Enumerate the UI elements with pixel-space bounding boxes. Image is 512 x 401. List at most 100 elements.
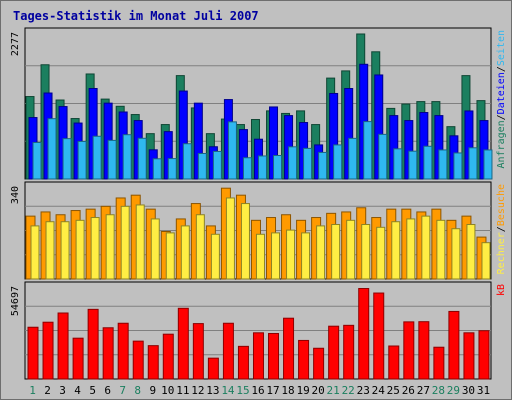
bar-kb-day-20 (313, 347, 325, 380)
bar-seiten-day-17 (273, 155, 283, 180)
bar-rechner-day-10 (165, 232, 175, 280)
bar-rechner-day-16 (255, 233, 265, 280)
y-max-label: 2277 (10, 32, 21, 56)
day-label-17: 17 (266, 384, 279, 397)
bar-seiten-day-3 (62, 138, 72, 180)
bar-kb-day-29 (448, 310, 460, 380)
bar-kb-day-11 (177, 307, 189, 380)
bar-kb-day-6 (102, 327, 114, 380)
series-legend: Anfragen/Dateien/Seiten (496, 30, 507, 169)
day-label-23: 23 (357, 384, 370, 397)
day-label-10: 10 (161, 384, 174, 397)
bar-rechner-day-30 (466, 224, 476, 280)
bar-kb-day-27 (418, 321, 430, 380)
bar-kb-day-23 (358, 288, 370, 380)
bar-kb-day-30 (463, 332, 475, 380)
bar-rechner-day-12 (195, 214, 205, 280)
bar-kb-day-18 (283, 317, 295, 380)
bar-rechner-day-1 (30, 225, 40, 280)
bar-rechner-day-28 (436, 219, 446, 280)
day-label-7: 7 (119, 384, 126, 397)
bar-rechner-day-5 (90, 217, 100, 280)
bar-kb-day-16 (252, 332, 264, 380)
bar-kb-day-22 (343, 324, 355, 380)
chart-title: Tages-Statistik im Monat Juli 2007 (13, 9, 259, 23)
day-label-28: 28 (432, 384, 445, 397)
chart-panels: 2277Anfragen/Dateien/Seiten340Rechner/Be… (10, 27, 507, 380)
legend-entry: / (496, 114, 507, 120)
bar-rechner-day-7 (120, 205, 130, 280)
legend-entry: / (496, 66, 507, 72)
series-legend: kB (496, 284, 507, 296)
day-label-15: 15 (236, 384, 249, 397)
legend-entry: Besuche (496, 184, 507, 226)
bar-seiten-day-12 (197, 152, 207, 180)
day-label-11: 11 (176, 384, 189, 397)
bar-seiten-day-24 (378, 133, 388, 180)
bar-seiten-day-25 (393, 148, 403, 180)
day-label-12: 12 (191, 384, 204, 397)
bar-seiten-day-31 (483, 149, 493, 180)
bar-seiten-day-21 (333, 144, 343, 180)
bar-rechner-day-23 (361, 224, 371, 280)
panel-kb: 54697 kB (10, 281, 507, 380)
bar-rechner-day-2 (45, 221, 55, 280)
day-label-1: 1 (29, 384, 36, 397)
bar-rechner-day-25 (391, 221, 401, 280)
bar-rechner-day-26 (406, 218, 416, 280)
bar-seiten-day-6 (107, 139, 117, 180)
bar-kb-day-9 (147, 345, 159, 380)
bar-seiten-day-18 (288, 146, 298, 180)
bar-rechner-day-22 (346, 219, 356, 280)
bar-seiten-day-5 (92, 135, 102, 180)
bar-kb-day-3 (57, 312, 69, 380)
day-label-4: 4 (74, 384, 81, 397)
bar-rechner-day-27 (421, 215, 431, 280)
bar-rechner-day-3 (60, 221, 70, 280)
day-label-27: 27 (417, 384, 430, 397)
legend-entry: / (496, 226, 507, 232)
day-label-9: 9 (149, 384, 156, 397)
legend-entry: Anfragen (496, 120, 507, 168)
bar-seiten-day-20 (318, 151, 328, 180)
y-max-label: 54697 (10, 286, 21, 316)
bar-seiten-day-8 (137, 137, 147, 180)
bar-kb-day-15 (237, 345, 249, 380)
day-label-25: 25 (387, 384, 400, 397)
bar-kb-day-8 (132, 340, 144, 380)
day-label-16: 16 (251, 384, 264, 397)
bar-rechner-day-8 (135, 204, 145, 280)
bar-rechner-day-15 (240, 203, 250, 280)
legend-entry: kB (496, 284, 507, 296)
day-label-20: 20 (312, 384, 325, 397)
bar-seiten-day-19 (303, 147, 313, 180)
bar-seiten-day-15 (242, 157, 252, 180)
bar-rechner-day-21 (331, 224, 341, 280)
bar-kb-day-28 (433, 346, 445, 380)
bar-rechner-day-9 (150, 218, 160, 280)
bar-kb-day-21 (328, 325, 340, 380)
series-legend: Rechner/Besuche (496, 184, 507, 274)
bar-seiten-day-1 (32, 141, 42, 180)
day-label-21: 21 (327, 384, 340, 397)
legend-entry: Rechner (496, 232, 507, 274)
bar-seiten-day-14 (227, 121, 237, 180)
bar-seiten-day-23 (363, 121, 373, 180)
bar-seiten-day-13 (212, 150, 222, 180)
bar-kb-day-5 (87, 308, 99, 380)
day-label-6: 6 (104, 384, 111, 397)
day-labels: 1 2 3 4 5 6 7 8 9 10 11 12 13 14 15 16 17 18 19 20 21 22 23 24 2… (29, 384, 490, 397)
bar-rechner-day-20 (316, 225, 326, 280)
bar-seiten-day-10 (167, 158, 177, 180)
bar-kb-day-24 (373, 292, 385, 380)
legend-entry: Seiten (496, 30, 507, 66)
bar-kb-day-1 (27, 326, 39, 380)
bar-seiten-day-16 (257, 155, 267, 180)
day-label-18: 18 (281, 384, 294, 397)
bar-seiten-day-27 (423, 145, 433, 180)
bar-rechner-day-11 (180, 225, 190, 280)
bar-seiten-day-28 (438, 149, 448, 180)
bar-kb-day-19 (298, 339, 310, 380)
bar-seiten-day-7 (122, 134, 132, 180)
